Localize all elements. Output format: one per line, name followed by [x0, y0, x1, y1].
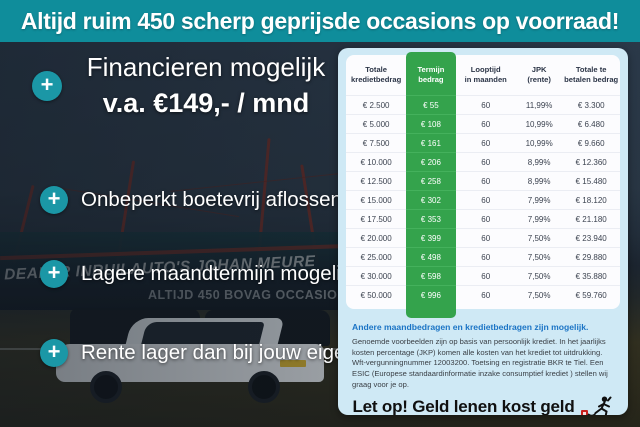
table-cell: € 35.880 — [562, 266, 620, 285]
table-cell: € 7.500 — [346, 133, 407, 152]
column-header: Looptijd in maanden — [464, 65, 507, 84]
table-cell: € 12.360 — [562, 152, 620, 171]
financing-line2: v.a. €149,- / mnd — [102, 88, 310, 118]
table-cell: € 15.000 — [346, 190, 407, 209]
table-cell: 60 — [455, 133, 516, 152]
table-cell: 60 — [455, 285, 516, 304]
finance-table-head: Totale kredietbedrag Termijn bedrag Loopti… — [346, 55, 620, 95]
table-cell: 10,99% — [515, 114, 563, 133]
table-cell: 7,50% — [515, 285, 563, 304]
table-cell: € 258 — [406, 171, 456, 190]
table-row: € 7.500 € 161 60 10,99% € 9.660 — [346, 133, 620, 152]
benefit-label: Onbeperkt boetevrij aflossen — [81, 188, 342, 211]
table-cell: € 10.000 — [346, 152, 407, 171]
table-cell: 60 — [455, 228, 516, 247]
finance-table-card: Totale kredietbedrag Termijn bedrag Loopti… — [346, 52, 620, 318]
column-header: Totale te betalen bedrag — [564, 65, 619, 84]
table-cell: € 15.480 — [562, 171, 620, 190]
table-cell: 60 — [455, 209, 516, 228]
benefit-label: Lagere maandtermijn mogelijk — [81, 262, 356, 285]
table-row: € 10.000 € 206 60 8,99% € 12.360 — [346, 152, 620, 171]
disclaimer-heading: Andere maandbedragen en kredietbedragen … — [352, 322, 589, 332]
credit-warning-text: Let op! Geld lenen kost geld — [352, 397, 575, 415]
table-cell: 8,99% — [515, 152, 563, 171]
table-cell: 60 — [455, 247, 516, 266]
header-title: Altijd ruim 450 scherp geprijsde occasio… — [20, 7, 620, 34]
table-cell: € 55 — [406, 95, 456, 114]
benefit-item: Rente lager dan bij jouw eigen bank — [40, 339, 407, 367]
table-cell: € 20.000 — [346, 228, 407, 247]
table-cell: 60 — [455, 190, 516, 209]
disclaimer-body: Genoemde voorbeelden zijn op basis van p… — [352, 337, 608, 389]
finance-panel: Totale kredietbedrag Termijn bedrag Loopti… — [338, 48, 628, 415]
plus-icon — [40, 260, 68, 288]
table-cell: € 598 — [406, 266, 456, 285]
table-cell: € 2.500 — [346, 95, 407, 114]
table-cell: € 302 — [406, 190, 456, 209]
table-cell: € 9.660 — [562, 133, 620, 152]
table-cell: 7,50% — [515, 228, 563, 247]
financing-line1: Financieren mogelijk — [86, 52, 326, 82]
plus-icon — [40, 186, 68, 214]
table-cell: 8,99% — [515, 171, 563, 190]
table-cell: € 21.180 — [562, 209, 620, 228]
table-cell: € 6.480 — [562, 114, 620, 133]
table-cell: € 29.880 — [562, 247, 620, 266]
plus-icon — [32, 70, 62, 101]
table-row: € 20.000 € 399 60 7,50% € 23.940 — [346, 228, 620, 247]
table-cell: € 30.000 — [346, 266, 407, 285]
table-cell: 7,99% — [515, 190, 563, 209]
table-row: € 50.000 € 996 60 7,50% € 59.760 — [346, 285, 620, 304]
table-cell: 60 — [455, 266, 516, 285]
table-cell: € 108 — [406, 114, 456, 133]
highlighted-column-background — [406, 52, 456, 318]
money-warning-icon — [580, 396, 614, 415]
table-cell: € 161 — [406, 133, 456, 152]
table-cell: € 18.120 — [562, 190, 620, 209]
table-row: € 2.500 € 55 60 11,99% € 3.300 — [346, 95, 620, 114]
table-cell: € 5.000 — [346, 114, 407, 133]
table-cell: 7,50% — [515, 247, 563, 266]
benefit-label: Rente lager dan bij jouw eigen bank — [81, 341, 407, 364]
table-cell: 60 — [455, 95, 516, 114]
table-cell: € 12.500 — [346, 171, 407, 190]
table-cell: 60 — [455, 152, 516, 171]
header-bar: Altijd ruim 450 scherp geprijsde occasio… — [0, 0, 640, 42]
column-header: Termijn bedrag — [417, 65, 445, 84]
table-cell: 60 — [455, 114, 516, 133]
table-cell: € 23.940 — [562, 228, 620, 247]
table-cell: 7,50% — [515, 266, 563, 285]
table-row: € 5.000 € 108 60 10,99% € 6.480 — [346, 114, 620, 133]
table-cell: € 353 — [406, 209, 456, 228]
table-cell: 10,99% — [515, 133, 563, 152]
benefit-item: Onbeperkt boetevrij aflossen — [40, 186, 342, 214]
table-cell: € 50.000 — [346, 285, 407, 304]
column-header: JPK (rente) — [527, 65, 551, 84]
benefit-financing: Financieren mogelijk v.a. €149,- / mnd — [32, 52, 340, 119]
table-row: € 15.000 € 302 60 7,99% € 18.120 — [346, 190, 620, 209]
table-row: € 17.500 € 353 60 7,99% € 21.180 — [346, 209, 620, 228]
table-row: € 25.000 € 498 60 7,50% € 29.880 — [346, 247, 620, 266]
column-header: Totale kredietbedrag — [351, 65, 402, 84]
table-cell: 7,99% — [515, 209, 563, 228]
table-row: € 30.000 € 598 60 7,50% € 35.880 — [346, 266, 620, 285]
table-cell: € 399 — [406, 228, 456, 247]
table-cell: 60 — [455, 171, 516, 190]
table-cell: 11,99% — [515, 95, 563, 114]
table-cell: € 498 — [406, 247, 456, 266]
table-cell: € 17.500 — [346, 209, 407, 228]
plus-icon — [40, 339, 68, 367]
table-cell: € 59.760 — [562, 285, 620, 304]
table-cell: € 996 — [406, 285, 456, 304]
table-cell: € 25.000 — [346, 247, 407, 266]
table-cell: € 206 — [406, 152, 456, 171]
credit-warning: Let op! Geld lenen kost geld — [346, 396, 620, 415]
finance-table-body: € 2.500 € 55 60 11,99% € 3.300 € 5.000 € 108 60… — [346, 95, 620, 304]
benefit-item: Lagere maandtermijn mogelijk — [40, 260, 356, 288]
table-cell: € 3.300 — [562, 95, 620, 114]
table-row: € 12.500 € 258 60 8,99% € 15.480 — [346, 171, 620, 190]
